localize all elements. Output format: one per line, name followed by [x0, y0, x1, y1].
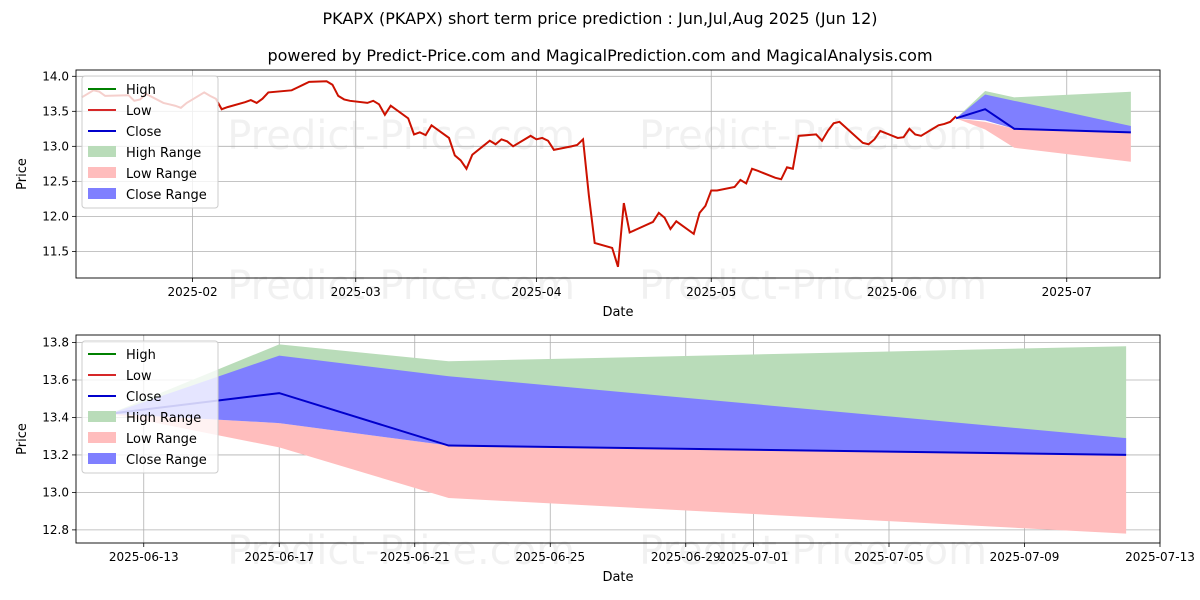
x-tick-label: 2025-05	[686, 285, 736, 299]
x-tick-label: 2025-07-09	[990, 550, 1060, 564]
history-price-line	[81, 80, 957, 268]
y-tick-label: 12.0	[42, 209, 69, 223]
legend-swatch	[88, 146, 116, 157]
legend-swatch	[88, 167, 116, 178]
y-tick-label: 12.5	[42, 174, 69, 188]
x-tick-label: 2025-07-13	[1125, 550, 1195, 564]
x-axis-label: Date	[602, 570, 633, 585]
x-tick-label: 2025-06-29	[651, 550, 721, 564]
chart-subtitle: powered by Predict-Price.com and Magical…	[267, 46, 933, 65]
x-axis-label: Date	[602, 305, 633, 320]
chart-title: PKAPX (PKAPX) short term price predictio…	[322, 9, 878, 28]
low-range-band	[956, 118, 1131, 162]
legend-label: Low	[126, 104, 152, 119]
x-tick-label: 2025-07-01	[719, 550, 789, 564]
legend-swatch	[88, 188, 116, 199]
y-tick-label: 13.2	[42, 448, 69, 462]
x-tick-label: 2025-07	[1042, 285, 1092, 299]
y-tick-label: 13.5	[42, 104, 69, 118]
legend-swatch	[88, 432, 116, 443]
legend-label: Low Range	[126, 167, 197, 182]
y-tick-label: 12.8	[42, 523, 69, 537]
watermark: Predict-Price.com	[227, 528, 575, 574]
close-forecast-line	[955, 108, 1131, 134]
y-tick-label: 13.8	[42, 335, 69, 349]
legend-label: Close	[126, 125, 161, 140]
legend-label: Close Range	[126, 188, 207, 203]
legend-label: High	[126, 83, 156, 98]
x-tick-label: 2025-06-25	[515, 550, 585, 564]
legend-label: Low	[126, 369, 152, 384]
legend-label: Close	[126, 390, 161, 405]
y-tick-label: 13.6	[42, 373, 69, 387]
x-tick-label: 2025-06-13	[109, 550, 179, 564]
y-axis-label: Price	[15, 423, 30, 455]
legend-swatch	[88, 411, 116, 422]
legend-swatch	[88, 453, 116, 464]
x-tick-label: 2025-06-17	[244, 550, 314, 564]
plot-frame	[75, 334, 1161, 544]
watermark: Predict-Price.com	[227, 113, 575, 159]
chart-panel-1: Predict-Price.com Predict-Price.com Predic…	[15, 69, 1161, 320]
y-tick-label: 13.0	[42, 485, 69, 499]
close-range-band	[109, 355, 1127, 455]
plot-frame	[75, 69, 1161, 279]
low-range-band	[109, 413, 1127, 534]
y-axis-label: Price	[15, 158, 30, 190]
close-range-band	[956, 94, 1131, 133]
legend-label: High	[126, 348, 156, 363]
legend-label: High Range	[126, 146, 201, 161]
y-tick-label: 13.0	[42, 139, 69, 153]
x-tick-label: 2025-04	[511, 285, 561, 299]
y-tick-label: 13.4	[42, 410, 69, 424]
chart-panel-2: Predict-Price.comPredict-Price.comPredic…	[15, 334, 1195, 585]
watermark: Predict-Price.com	[639, 263, 987, 309]
legend-label: Close Range	[126, 453, 207, 468]
x-tick-label: 2025-06-21	[380, 550, 450, 564]
watermark: Predict-Price.com	[639, 528, 987, 574]
legend-label: High Range	[126, 411, 201, 426]
x-tick-label: 2025-02	[167, 285, 217, 299]
legend-label: Low Range	[126, 432, 197, 447]
y-tick-label: 11.5	[42, 244, 69, 258]
watermark: Predict-Price.com	[227, 263, 575, 309]
y-tick-label: 14.0	[42, 69, 69, 83]
watermark: Predict-Price.com	[639, 113, 987, 159]
x-tick-label: 2025-03	[331, 285, 381, 299]
x-tick-label: 2025-07-05	[854, 550, 924, 564]
x-tick-label: 2025-06	[867, 285, 917, 299]
